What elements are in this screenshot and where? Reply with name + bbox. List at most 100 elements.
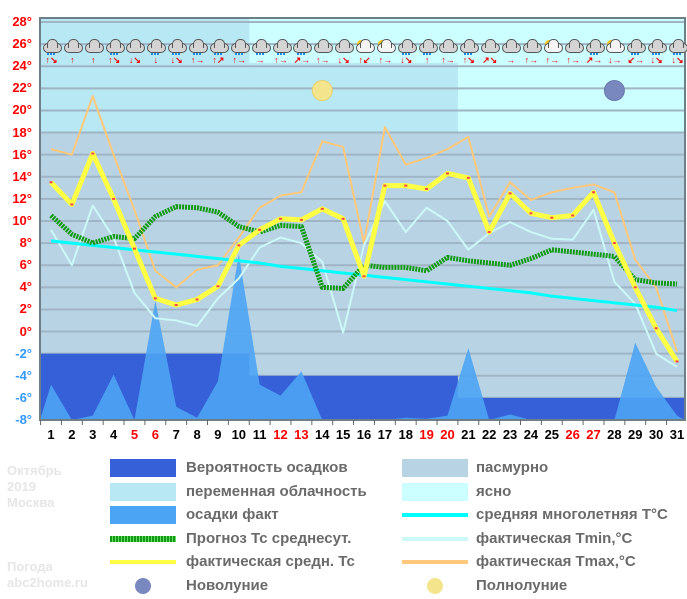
- wind-arrow-icon: ↗→: [293, 55, 311, 65]
- cloud-icon: [606, 39, 626, 53]
- actual-avg-point: [383, 184, 387, 187]
- y-tick-label: 8°: [19, 235, 32, 251]
- x-tick-label: 14: [315, 427, 330, 442]
- wind-arrow-icon: ↓↘: [671, 55, 684, 65]
- actual-avg-point: [299, 218, 303, 221]
- cloud-icon: [376, 39, 396, 53]
- x-tick-label: 10: [231, 427, 247, 442]
- weather-partly-sunny-icon: ↑→: [375, 39, 396, 65]
- legend-swatch-new-moon: [110, 577, 176, 595]
- cloud-icon: [397, 39, 417, 53]
- x-tick-label: 13: [294, 427, 309, 442]
- actual-avg-point: [341, 217, 345, 220]
- actual-avg-point: [612, 242, 616, 245]
- actual-avg-point: [654, 327, 658, 330]
- y-tick-label: -6°: [15, 389, 32, 405]
- legend-swatch-prob: [110, 459, 176, 477]
- y-tick-label: -2°: [15, 345, 32, 361]
- actual-avg-point: [132, 247, 136, 250]
- weather-rain-icon: ↓↘: [396, 39, 417, 65]
- x-tick-label: 22: [481, 427, 497, 442]
- x-tick-label: 9: [214, 427, 222, 442]
- y-tick-label: 10°: [12, 213, 32, 228]
- x-tick-label: 12: [273, 427, 288, 442]
- actual-avg-point: [362, 275, 366, 278]
- wind-arrow-icon: ↑↗: [212, 55, 225, 65]
- weather-rain-icon: ↗→: [584, 39, 605, 65]
- actual-avg-point: [258, 228, 262, 231]
- cloud-icon: [251, 39, 271, 53]
- legend-label: Новолуние: [186, 576, 269, 594]
- y-tick-label: 12°: [12, 190, 32, 206]
- legend-label: переменная облачность: [186, 482, 367, 500]
- actual-avg-point: [550, 216, 554, 219]
- city-label: Москва: [7, 495, 55, 510]
- cloud-icon: [648, 39, 668, 53]
- x-tick-label: 1: [47, 427, 55, 442]
- legend-swatch-tmax: [402, 553, 468, 571]
- actual-avg-point: [174, 304, 178, 307]
- x-tick-label: 4: [109, 427, 118, 442]
- y-tick-label: 26°: [12, 36, 32, 52]
- actual-avg-point: [404, 184, 408, 187]
- weather-rain-icon: ↑→: [187, 39, 209, 65]
- legend-swatch-actual_avg: [110, 553, 176, 571]
- y-tick-label: 28°: [12, 14, 32, 29]
- wind-arrow-icon: ↑: [90, 55, 96, 65]
- x-tick-label: 25: [544, 427, 560, 442]
- wind-arrow-icon: →: [506, 55, 516, 65]
- legend-label: средняя многолетняя T°C: [476, 506, 668, 523]
- actual-avg-point: [195, 298, 199, 301]
- sky-cover-band: [249, 60, 458, 133]
- actual-avg-point: [466, 176, 470, 179]
- wind-arrow-icon: ↑→: [316, 55, 330, 65]
- wind-arrow-icon: ↑→: [524, 55, 539, 65]
- rain-drops-icon: [589, 53, 592, 55]
- x-tick-label: 19: [419, 427, 434, 442]
- legend-swatch-precip: [110, 506, 176, 524]
- wind-arrow-icon: ↓↘: [650, 55, 663, 65]
- weather-cloudy-icon: ↑→: [437, 39, 459, 65]
- cloud-icon: [189, 39, 209, 53]
- cloud-icon: [356, 39, 375, 53]
- rain-drops-icon: [234, 53, 237, 55]
- y-tick-label: 20°: [12, 102, 32, 118]
- weather-rain-icon: ↑→: [271, 39, 292, 65]
- x-tick-label: 3: [89, 427, 97, 442]
- rain-drops-icon: [631, 53, 634, 55]
- actual-avg-point: [237, 244, 241, 247]
- x-tick-label: 20: [440, 427, 455, 442]
- weather-rain-icon: ↗→: [291, 39, 313, 65]
- rain-drops-icon: [276, 53, 279, 55]
- y-tick-label: 14°: [12, 168, 32, 184]
- legend-swatch-overcast: [402, 459, 468, 477]
- cloud-icon: [522, 39, 542, 53]
- wind-arrow-icon: ↓→: [608, 55, 622, 65]
- weather-cloudy-icon: ↑: [83, 39, 104, 65]
- legend-swatch-variable: [110, 482, 176, 501]
- actual-avg-point: [49, 181, 53, 184]
- rain-drops-icon: [109, 53, 112, 55]
- actual-avg-point: [675, 360, 679, 363]
- series-tmin-line: [50, 200, 678, 368]
- year-label: 2019: [7, 479, 36, 494]
- cloud-icon: [43, 39, 62, 53]
- weather-cloudy-icon: ↓↘: [124, 39, 146, 65]
- wind-arrow-icon: ↗→: [585, 55, 603, 65]
- cloud-icon: [335, 39, 355, 53]
- rain-drops-icon: [464, 53, 467, 55]
- legend-swatch-full-moon: [402, 577, 468, 595]
- site-label-2: abc2home.ru: [7, 575, 88, 590]
- actual-avg-point: [425, 187, 429, 190]
- weather-rain-icon: ↓↘: [667, 39, 687, 65]
- legend-line: [110, 535, 176, 542]
- x-tick-label: 17: [377, 427, 393, 442]
- y-tick-label: -4°: [15, 367, 32, 383]
- wind-arrow-icon: ↓↘: [400, 55, 413, 65]
- cloud-icon: [481, 39, 501, 53]
- legend-label: Полнолуние: [476, 576, 568, 594]
- full-moon-icon: [311, 80, 333, 102]
- actual-avg-point: [279, 217, 283, 220]
- rain-drops-icon: [151, 53, 154, 55]
- new-moon-icon: [135, 577, 151, 594]
